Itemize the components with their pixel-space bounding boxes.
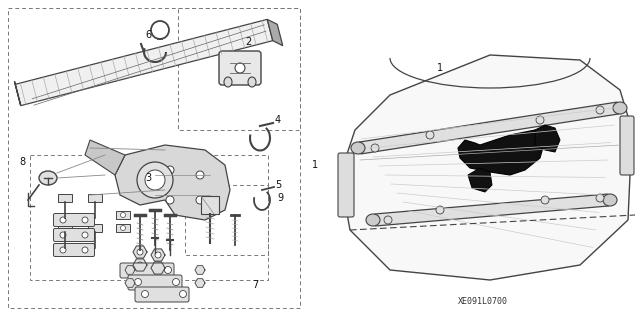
- Circle shape: [596, 106, 604, 114]
- Circle shape: [82, 217, 88, 223]
- FancyBboxPatch shape: [54, 243, 95, 256]
- Text: 2: 2: [245, 37, 251, 47]
- FancyBboxPatch shape: [120, 263, 174, 278]
- Polygon shape: [125, 279, 135, 287]
- Circle shape: [164, 266, 172, 273]
- Circle shape: [137, 249, 143, 255]
- Ellipse shape: [366, 214, 380, 226]
- Bar: [8, 8, 300, 308]
- Circle shape: [384, 216, 392, 224]
- Circle shape: [596, 194, 604, 202]
- Circle shape: [60, 232, 66, 238]
- Polygon shape: [133, 246, 147, 258]
- Text: 6: 6: [145, 30, 151, 40]
- Circle shape: [141, 291, 148, 298]
- Circle shape: [536, 116, 544, 124]
- Circle shape: [155, 265, 161, 271]
- FancyBboxPatch shape: [135, 287, 189, 302]
- Circle shape: [120, 212, 125, 218]
- Polygon shape: [125, 266, 135, 274]
- Polygon shape: [85, 140, 125, 175]
- Polygon shape: [340, 55, 632, 280]
- Polygon shape: [268, 19, 283, 46]
- FancyBboxPatch shape: [54, 213, 95, 226]
- Ellipse shape: [39, 171, 57, 185]
- Polygon shape: [535, 125, 560, 152]
- Circle shape: [179, 291, 186, 298]
- FancyBboxPatch shape: [219, 51, 261, 85]
- Text: XE091L0700: XE091L0700: [458, 297, 508, 306]
- Text: 7: 7: [252, 280, 258, 290]
- Ellipse shape: [603, 194, 617, 206]
- Bar: [88, 194, 102, 202]
- Polygon shape: [15, 81, 20, 106]
- Circle shape: [371, 144, 379, 152]
- Circle shape: [426, 131, 434, 139]
- Ellipse shape: [351, 142, 365, 154]
- Polygon shape: [151, 249, 165, 261]
- Text: 1: 1: [437, 63, 443, 73]
- Bar: [185, 185, 268, 255]
- Polygon shape: [195, 279, 205, 287]
- Circle shape: [166, 166, 174, 174]
- Bar: [88, 224, 102, 232]
- Ellipse shape: [224, 77, 232, 87]
- Circle shape: [155, 252, 161, 258]
- Text: 9: 9: [277, 193, 283, 203]
- Text: 1: 1: [312, 160, 318, 170]
- Bar: [58, 194, 72, 202]
- Bar: [201, 196, 219, 214]
- Polygon shape: [468, 168, 492, 192]
- Circle shape: [134, 278, 141, 286]
- Text: 4: 4: [275, 115, 281, 125]
- Polygon shape: [458, 130, 545, 175]
- Circle shape: [137, 262, 143, 268]
- Circle shape: [166, 196, 174, 204]
- Circle shape: [541, 196, 549, 204]
- Bar: [30, 155, 268, 280]
- Circle shape: [173, 278, 179, 286]
- Circle shape: [137, 162, 173, 198]
- Polygon shape: [15, 19, 273, 106]
- Polygon shape: [195, 266, 205, 274]
- Circle shape: [60, 247, 66, 253]
- Circle shape: [120, 226, 125, 231]
- Circle shape: [82, 247, 88, 253]
- Polygon shape: [359, 102, 619, 154]
- Text: 5: 5: [275, 180, 281, 190]
- Ellipse shape: [613, 102, 627, 114]
- Circle shape: [60, 217, 66, 223]
- FancyBboxPatch shape: [338, 153, 354, 217]
- Circle shape: [196, 196, 204, 204]
- Polygon shape: [151, 262, 165, 274]
- Circle shape: [82, 232, 88, 238]
- Ellipse shape: [248, 77, 256, 87]
- Bar: [178, 8, 300, 130]
- FancyBboxPatch shape: [128, 275, 182, 290]
- Bar: [116, 211, 130, 219]
- Polygon shape: [115, 145, 230, 220]
- Circle shape: [145, 170, 165, 190]
- Bar: [116, 224, 130, 232]
- Circle shape: [196, 171, 204, 179]
- FancyBboxPatch shape: [54, 228, 95, 241]
- Circle shape: [127, 266, 134, 273]
- Text: 3: 3: [145, 173, 151, 183]
- Circle shape: [436, 206, 444, 214]
- Polygon shape: [374, 194, 609, 226]
- Text: 8: 8: [19, 157, 25, 167]
- Polygon shape: [133, 259, 147, 271]
- Bar: [58, 224, 72, 232]
- FancyBboxPatch shape: [620, 116, 634, 175]
- Circle shape: [235, 63, 245, 73]
